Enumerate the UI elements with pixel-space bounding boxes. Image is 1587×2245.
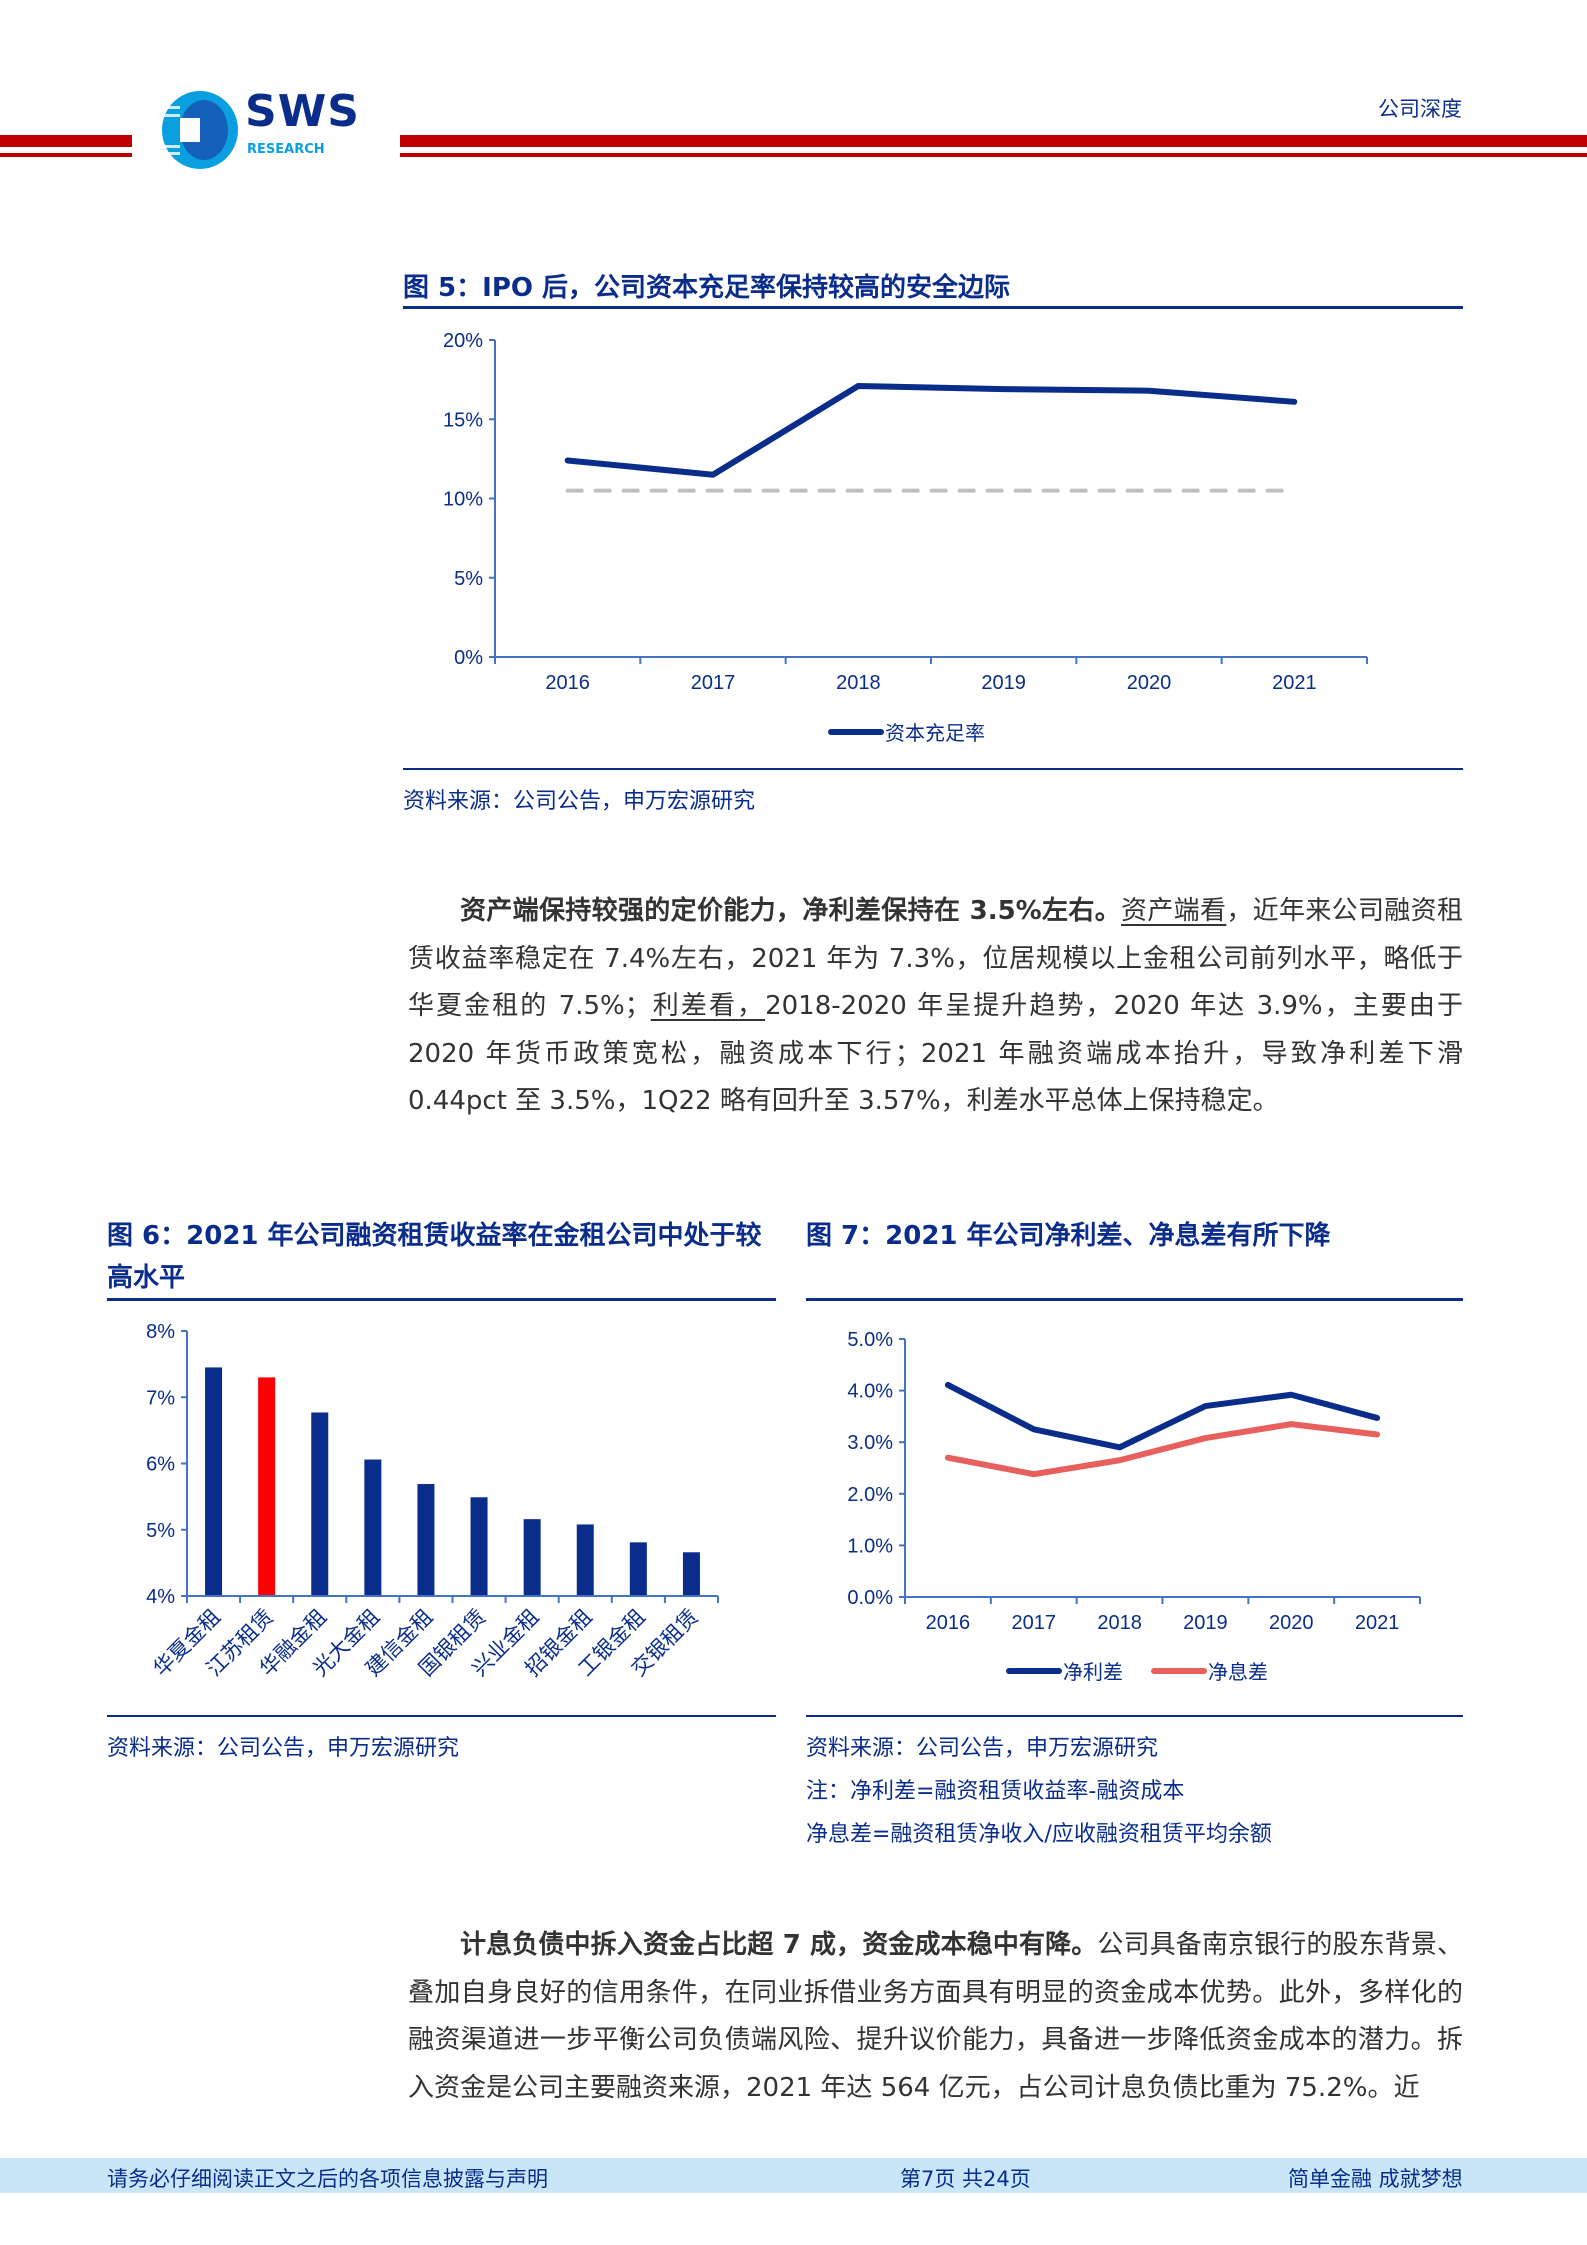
x-tick-label: 2020 xyxy=(1269,1612,1314,1634)
bar-交银租赁 xyxy=(682,1552,700,1596)
y-tick-label: 5% xyxy=(146,1520,175,1542)
y-tick-label: 10% xyxy=(443,489,483,511)
footer-slogan: 简单金融 成就梦想 xyxy=(1288,2167,1463,2191)
x-tick-label: 2018 xyxy=(836,672,881,694)
sws-logo: SWS RESEARCH xyxy=(160,86,365,170)
bar-国银租赁 xyxy=(470,1497,488,1596)
paragraph1-text-1: ，近年来公司融资租赁收益率稳定在 7.4%左右，2021 年为 7.3%，位居规… xyxy=(408,896,1463,1022)
x-tick-label: 2019 xyxy=(981,672,1026,694)
figure7-source: 资料来源：公司公告，申万宏源研究 xyxy=(806,1736,1159,1761)
y-tick-label: 1.0% xyxy=(847,1535,893,1557)
x-tick-label: 2016 xyxy=(545,672,590,694)
logo-subtext: RESEARCH xyxy=(247,142,325,157)
bar-华夏金租 xyxy=(205,1367,223,1596)
bar-华融金租 xyxy=(311,1412,329,1596)
paragraph2-lead: 计息负债中拆入资金占比超 7 成，资金成本稳中有降。 xyxy=(460,1930,1098,1960)
x-tick-label: 2018 xyxy=(1097,1612,1142,1634)
y-tick-label: 5.0% xyxy=(847,1329,893,1351)
x-tick-label: 2021 xyxy=(1355,1612,1400,1634)
paragraph1-text-2: 2018-2020 年呈提升趋势，2020 年达 3.9%，主要由于 2020 … xyxy=(408,991,1463,1117)
x-tick-label: 2020 xyxy=(1127,672,1172,694)
paragraph-pricing-power: 资产端保持较强的定价能力，净利差保持在 3.5%左右。资产端看，近年来公司融资租… xyxy=(408,888,1463,1126)
bar-建信金租 xyxy=(417,1484,435,1596)
y-tick-label: 20% xyxy=(443,330,483,352)
figure6-chart: 4%5%6%7%8%华夏金租江苏租赁华融金租光大金租建信金租国银租赁兴业金租招银… xyxy=(146,1321,719,1681)
figure7-note-net-spread: 注：净利差=融资租赁收益率-融资成本 xyxy=(806,1779,1185,1804)
figure7-note-nim: 净息差=融资租赁净收入/应收融资租赁平均余额 xyxy=(806,1822,1272,1847)
figure7-title-rule xyxy=(806,1298,1463,1301)
logo-text: SWS xyxy=(245,86,360,137)
series-line-净利差 xyxy=(944,1381,1381,1451)
logo-mark-icon xyxy=(162,91,238,169)
x-tick-label: 2017 xyxy=(691,672,736,694)
x-tick-label: 2019 xyxy=(1183,1612,1228,1634)
y-tick-label: 7% xyxy=(146,1387,175,1409)
legend-label: 净息差 xyxy=(1208,1661,1268,1684)
footer-page-number: 第7页 共24页 xyxy=(900,2167,1031,2191)
figure7-title: 图 7：2021 年公司净利差、净息差有所下降 xyxy=(806,1221,1331,1251)
figure5-chart: 0% 5% 10% 15% 20% 2016 2017 2018 2019 2020 2021 资本充… xyxy=(443,330,1368,745)
figure6-bottom-rule xyxy=(107,1715,776,1717)
paragraph1-underlined-1: 资产端看 xyxy=(1121,896,1227,926)
footer-disclaimer: 请务必仔细阅读正文之后的各项信息披露与声明 xyxy=(107,2167,548,2191)
legend-label: 资本充足率 xyxy=(885,722,985,745)
y-tick-label: 15% xyxy=(443,409,483,431)
figure5-source: 资料来源：公司公告，申万宏源研究 xyxy=(403,789,756,814)
report-type: 公司深度 xyxy=(1378,97,1462,121)
header-red-bar-right-thick xyxy=(400,135,1587,147)
y-tick-label: 4% xyxy=(146,1586,175,1608)
header-red-bar-left-thick xyxy=(0,135,132,147)
paragraph-funding-cost: 计息负债中拆入资金占比超 7 成，资金成本稳中有降。公司具备南京银行的股东背景、… xyxy=(408,1922,1463,2112)
y-tick-label: 5% xyxy=(454,568,483,590)
x-tick-label: 2021 xyxy=(1272,672,1317,694)
legend-label: 净利差 xyxy=(1063,1661,1123,1684)
y-tick-label: 8% xyxy=(146,1321,175,1343)
x-tick-label: 2016 xyxy=(926,1612,971,1634)
bar-招银金租 xyxy=(576,1524,594,1596)
y-tick-label: 0% xyxy=(454,647,483,669)
series-line-净息差 xyxy=(944,1421,1381,1478)
x-tick-label: 2017 xyxy=(1012,1612,1057,1634)
footer-bar: 请务必仔细阅读正文之后的各项信息披露与声明 第7页 共24页 简单金融 成就梦想 xyxy=(0,2158,1587,2193)
header-red-bar-right-thin xyxy=(400,153,1587,157)
bar-兴业金租 xyxy=(523,1519,541,1596)
bar-江苏租赁 xyxy=(258,1377,276,1596)
figure5-title: 图 5：IPO 后，公司资本充足率保持较高的安全边际 xyxy=(403,273,1011,303)
figure7-chart: 0.0% 1.0% 2.0% 3.0% 4.0% 5.0% 2016 2017 2018 2019… xyxy=(847,1329,1421,1684)
header-red-bar-left-thin xyxy=(0,153,132,157)
y-tick-label: 3.0% xyxy=(847,1432,893,1454)
y-tick-label: 2.0% xyxy=(847,1484,893,1506)
bar-工银金租 xyxy=(629,1542,647,1596)
figure6-title: 图 6：2021 年公司融资租赁收益率在金租公司中处于较高水平 xyxy=(107,1221,762,1293)
y-tick-label: 4.0% xyxy=(847,1381,893,1403)
paragraph1-lead: 资产端保持较强的定价能力，净利差保持在 3.5%左右。 xyxy=(460,896,1122,926)
figure6-title-rule xyxy=(107,1298,776,1301)
y-tick-label: 0.0% xyxy=(847,1587,893,1609)
bar-光大金租 xyxy=(364,1459,382,1596)
series-line-资本充足率 xyxy=(564,382,1298,478)
figure6-source: 资料来源：公司公告，申万宏源研究 xyxy=(107,1736,460,1761)
y-tick-label: 6% xyxy=(146,1454,175,1476)
figure7-bottom-rule xyxy=(806,1715,1463,1717)
paragraph1-underlined-2: 利差看， xyxy=(650,991,766,1022)
paragraph2-text: 公司具备南京银行的股东背景、叠加自身良好的信用条件，在同业拆借业务方面具有明显的… xyxy=(408,1930,1463,2103)
figure5-title-rule xyxy=(403,306,1463,309)
figure5-bottom-rule xyxy=(403,768,1463,770)
